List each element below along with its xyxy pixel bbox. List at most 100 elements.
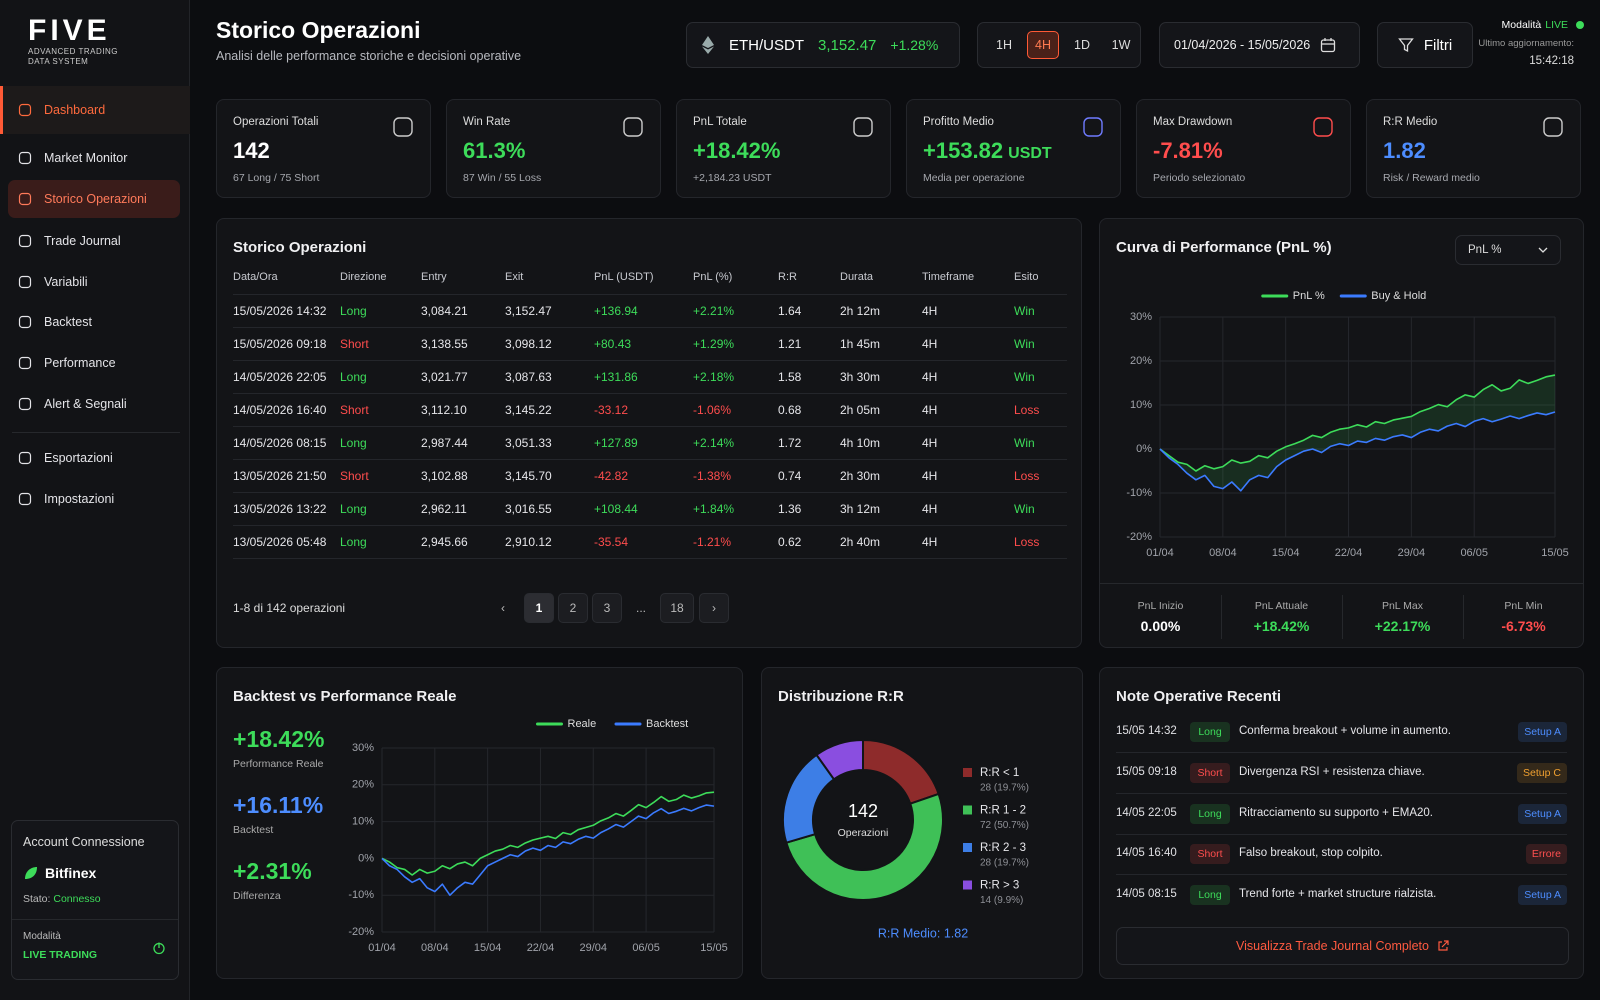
note-time: 14/05 08:15 bbox=[1116, 888, 1177, 901]
table-cell: Short bbox=[340, 337, 369, 351]
column-header: Direzione bbox=[340, 271, 387, 283]
spread-area bbox=[1160, 375, 1555, 491]
next-page[interactable]: › bbox=[699, 593, 729, 623]
table-cell: 3,145.22 bbox=[505, 403, 552, 417]
kpi-label: Win Rate bbox=[463, 116, 511, 128]
column-header: PnL (USDT) bbox=[594, 271, 654, 283]
page-button[interactable]: 18 bbox=[660, 593, 694, 623]
prev-page[interactable]: ‹ bbox=[501, 601, 505, 615]
table-cell: +108.44 bbox=[594, 502, 638, 516]
table-cell: +131.86 bbox=[594, 370, 638, 384]
kpi-label: Max Drawdown bbox=[1153, 116, 1233, 128]
nav-icon bbox=[18, 192, 32, 206]
journal-button[interactable]: Visualizza Trade Journal Completo bbox=[1116, 927, 1569, 965]
page-button[interactable]: 3 bbox=[592, 593, 622, 623]
timeframe-button[interactable]: 1H bbox=[996, 38, 1012, 52]
table-cell: Win bbox=[1014, 502, 1035, 516]
stat-label: PnL Min bbox=[1504, 600, 1543, 612]
table-cell: +2.14% bbox=[693, 436, 735, 450]
legend-swatch bbox=[963, 880, 972, 890]
column-header: Entry bbox=[421, 271, 447, 283]
nav-item[interactable]: Alert & Segnali bbox=[0, 385, 190, 423]
nav-item[interactable]: Impostazioni bbox=[0, 480, 190, 518]
stat-value: +18.42% bbox=[1253, 618, 1310, 634]
updated-time: 15:42:18 bbox=[1529, 55, 1574, 67]
table-cell: 3,112.10 bbox=[421, 403, 467, 417]
nav-item[interactable]: Market Monitor bbox=[0, 139, 190, 177]
nav-item[interactable]: Storico Operazioni bbox=[8, 180, 180, 218]
column-header: Timeframe bbox=[922, 271, 975, 283]
table-cell: 1.72 bbox=[778, 436, 802, 450]
kpi-icon bbox=[393, 117, 413, 137]
kpi-unit: USDT bbox=[1008, 145, 1052, 162]
exchange: Bitfinex bbox=[45, 865, 97, 881]
table-cell: 2h 05m bbox=[840, 403, 881, 417]
nav-icon-shape bbox=[18, 192, 32, 206]
note-divider bbox=[1116, 752, 1567, 753]
nav-item[interactable]: Backtest bbox=[0, 303, 190, 341]
nav-item[interactable]: Trade Journal bbox=[0, 222, 190, 260]
column-header: Exit bbox=[505, 271, 524, 283]
table-cell: 3,145.70 bbox=[505, 469, 552, 483]
note-tag: Setup A bbox=[1518, 722, 1567, 742]
table-cell: 2,910.12 bbox=[505, 535, 552, 549]
ticker[interactable]: ETH/USDT 3,152.47 +1.28% bbox=[686, 22, 960, 68]
x-tick-label: 15/05 bbox=[700, 942, 728, 954]
timeframe-button[interactable]: 1D bbox=[1074, 38, 1090, 52]
table-cell: 2,945.66 bbox=[421, 535, 468, 549]
page-button[interactable]: 2 bbox=[558, 593, 588, 623]
kpi-icon bbox=[1083, 117, 1103, 137]
stats-divider bbox=[1100, 583, 1583, 584]
kpi-value: 61.3% bbox=[463, 138, 525, 164]
nav-icon bbox=[18, 103, 32, 117]
table-cell: 13/05/2026 13:22 bbox=[233, 502, 327, 516]
table-cell: 4H bbox=[922, 304, 938, 318]
timeframe-button[interactable]: 4H bbox=[1027, 31, 1059, 59]
metric-dropdown[interactable]: PnL % bbox=[1455, 235, 1561, 265]
page-button[interactable]: 1 bbox=[524, 593, 554, 623]
y-tick-label: 10% bbox=[352, 816, 374, 828]
timeframe-selector: 1H 4H 1D 1W bbox=[977, 22, 1141, 68]
y-tick-label: -10% bbox=[1126, 487, 1152, 499]
note-tag: Setup C bbox=[1517, 762, 1567, 783]
status-label: Stato: bbox=[23, 893, 51, 905]
kpi-label: R:R Medio bbox=[1383, 116, 1438, 128]
kpi-value: 1.82 bbox=[1383, 138, 1426, 164]
nav-item[interactable]: Variabili bbox=[0, 263, 190, 301]
table-cell: 3h 12m bbox=[840, 502, 881, 516]
table-cell: 3,102.88 bbox=[421, 469, 468, 483]
row-divider bbox=[233, 459, 1067, 460]
note-side: Long bbox=[1190, 885, 1230, 906]
table-cell: 1.64 bbox=[778, 304, 802, 318]
center-label: Operazioni bbox=[838, 827, 889, 839]
stats-separator bbox=[1342, 595, 1343, 639]
date-range[interactable]: 01/04/2026 - 15/05/2026 bbox=[1159, 22, 1360, 68]
legend-swatch bbox=[963, 843, 972, 852]
table-cell: 2h 12m bbox=[840, 304, 881, 318]
nav-item[interactable]: Dashboard bbox=[0, 86, 190, 134]
note-side: Long bbox=[1190, 803, 1230, 824]
notes-card: Note Operative Recenti 15/05 14:32 Long Co… bbox=[1099, 667, 1584, 979]
table-cell: Loss bbox=[1014, 469, 1040, 483]
nav-item[interactable]: Performance bbox=[0, 344, 190, 382]
card-title: Distribuzione R:R bbox=[778, 688, 904, 705]
note-text: Ritracciamento su supporto + EMA20. bbox=[1239, 806, 1433, 819]
kpi-label: PnL Totale bbox=[693, 116, 747, 128]
table-cell: +1.29% bbox=[693, 337, 735, 351]
filters-button[interactable]: Filtri bbox=[1377, 22, 1473, 68]
mode-label: Modalità bbox=[23, 931, 61, 942]
bt-stat-value: +18.42% bbox=[233, 726, 325, 752]
status-value: Connesso bbox=[53, 893, 101, 905]
nav-item[interactable]: Esportazioni bbox=[0, 439, 190, 477]
page-button[interactable]: ... bbox=[635, 601, 646, 615]
card-title: Storico Operazioni bbox=[233, 239, 367, 256]
card-title: Note Operative Recenti bbox=[1116, 688, 1282, 705]
dropdown-text: PnL % bbox=[1468, 244, 1502, 256]
table-cell: 3,138.55 bbox=[421, 337, 468, 351]
nav-label: Storico Operazioni bbox=[44, 192, 147, 206]
table-cell: 14/05/2026 22:05 bbox=[233, 370, 327, 384]
y-tick-label: 0% bbox=[358, 852, 374, 864]
card-title: Curva di Performance (PnL %) bbox=[1116, 239, 1332, 256]
timeframe-button[interactable]: 1W bbox=[1111, 38, 1131, 52]
